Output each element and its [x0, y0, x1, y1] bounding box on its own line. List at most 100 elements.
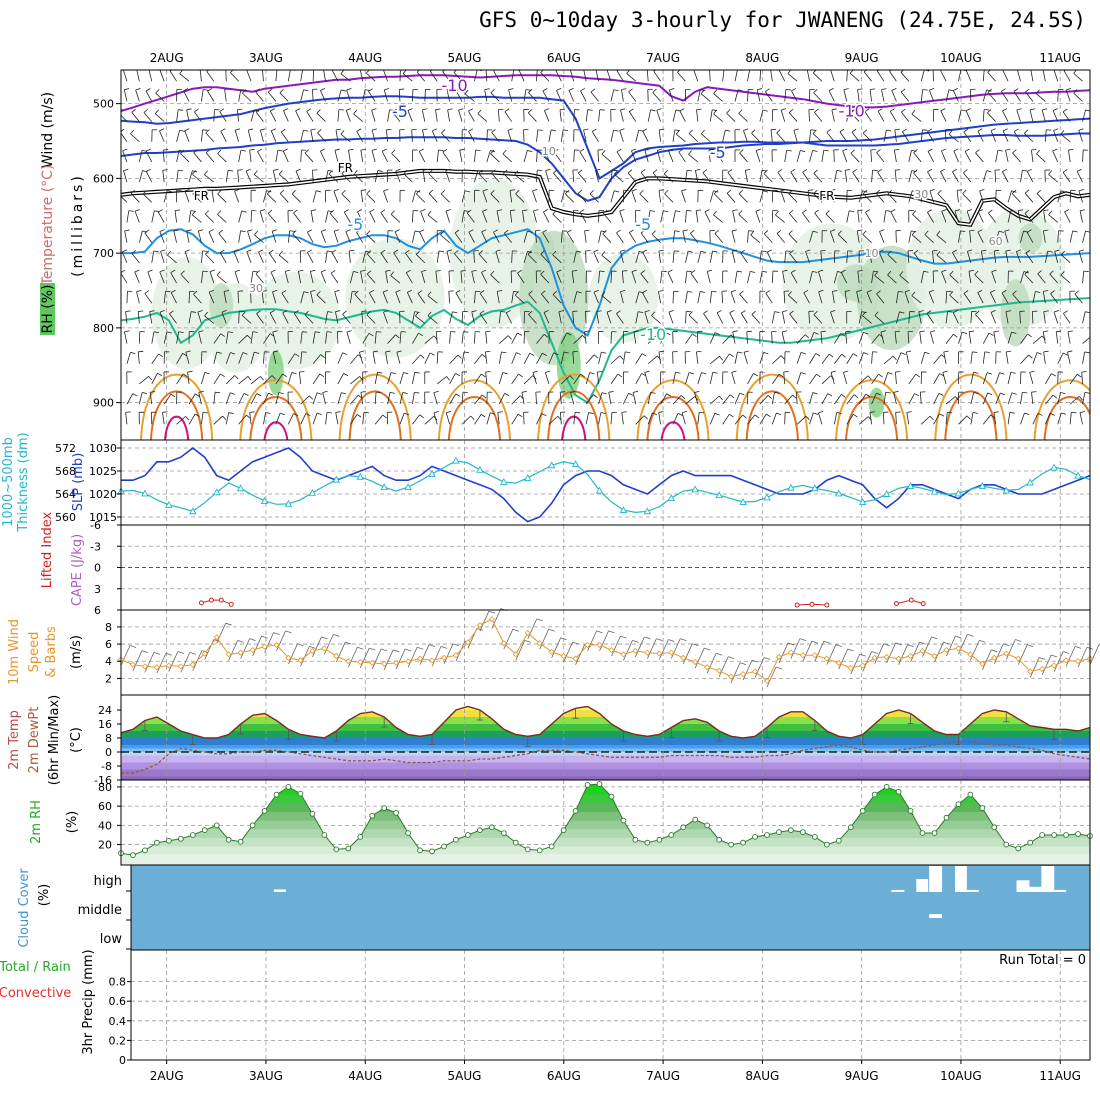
wind-barb — [159, 130, 165, 142]
wind-barb — [667, 272, 674, 284]
wind-barb-flag — [532, 370, 538, 373]
upper-ytick-label: 800 — [93, 322, 114, 335]
wind-barb-flag — [183, 88, 189, 92]
wind-barb-flag — [366, 310, 371, 316]
wind-barb-flag — [359, 350, 365, 353]
cloud-block-high — [954, 866, 967, 892]
wind-barb-flag — [1024, 189, 1030, 194]
wind10m-point — [943, 647, 950, 654]
wind10m-barb-flag — [943, 641, 950, 645]
wind-barb-flag — [973, 392, 979, 395]
wind-barb — [536, 170, 538, 183]
wind-barb-flag — [700, 129, 705, 135]
wind-barb — [234, 271, 240, 284]
wind-barb — [130, 193, 140, 203]
wind-barb-flag — [745, 169, 751, 171]
wind-barb-flag — [165, 290, 171, 293]
thickness-point — [141, 489, 149, 497]
wind-barb — [275, 392, 280, 405]
cape-tick: 6 — [94, 604, 101, 617]
wind-barb — [1002, 130, 1009, 142]
wind-barb — [219, 111, 227, 122]
wind-barb — [149, 392, 153, 405]
wind-barb — [755, 211, 761, 223]
wind-barb — [205, 132, 215, 143]
wind-barb — [929, 331, 935, 344]
wind-barb — [523, 89, 527, 102]
wind-barb — [502, 153, 512, 163]
wind-barb-flag — [246, 334, 252, 340]
wind-barb — [1020, 354, 1029, 365]
wind-barb — [486, 150, 491, 163]
wind-barb-flag — [642, 289, 647, 294]
wind-barb-flag — [278, 170, 283, 175]
wind-barb-flag — [1011, 331, 1017, 334]
rh2m-point — [417, 847, 423, 854]
wind-barb — [821, 375, 831, 385]
wind-barb-flag — [763, 351, 769, 355]
wind-barb — [1019, 311, 1021, 324]
wind-barb — [394, 231, 401, 243]
wind-barb-flag — [453, 70, 458, 73]
wind-barb — [527, 254, 537, 264]
rh2m-point — [584, 782, 591, 788]
wind-barb — [523, 251, 528, 263]
wind-barb-flag — [366, 230, 371, 235]
wind-barb — [982, 351, 986, 364]
wind-barb — [442, 71, 450, 82]
wind-barb-flag — [360, 148, 366, 151]
wind-barb — [484, 89, 488, 102]
wind-barb-flag — [850, 149, 855, 154]
wind-barb-flag — [1022, 391, 1028, 394]
wind-barb-flag — [687, 290, 693, 293]
wind-barb — [350, 394, 359, 405]
wind-barb-flag — [153, 331, 159, 334]
precip-frame — [130, 949, 1091, 1061]
wind-barb — [709, 291, 712, 304]
wind10m-point — [799, 652, 806, 659]
wind-barb — [1035, 93, 1046, 102]
wind-barb — [284, 271, 289, 284]
wind-barb — [722, 129, 726, 142]
wind-barb — [1029, 109, 1034, 122]
wind10m-barb — [778, 642, 789, 664]
wind-barb-flag — [270, 269, 276, 273]
wind-barb — [856, 230, 860, 243]
wind-barb-flag — [649, 210, 655, 212]
wind-barb-flag — [262, 290, 268, 292]
wind-barb — [213, 392, 216, 405]
wind-barb — [495, 251, 500, 263]
wind-barb — [454, 232, 463, 243]
wind-barb-flag — [978, 209, 983, 212]
rh2m-point — [237, 838, 244, 845]
upper-ytick-label: 700 — [93, 247, 114, 260]
wind-barb — [919, 331, 922, 344]
wind-barb — [300, 291, 305, 304]
wind-barb — [390, 214, 401, 223]
wind-barb — [523, 150, 528, 163]
wind-barb — [995, 392, 1001, 405]
isotherm-5 — [121, 228, 1090, 337]
wind-barb — [833, 149, 835, 162]
thickness-point — [308, 488, 317, 496]
wind-barb-flag — [972, 351, 978, 353]
wind-barb-flag — [419, 229, 425, 233]
precip-tick: 0.2 — [109, 1034, 127, 1047]
wind-barb — [583, 129, 587, 142]
wind-barb — [844, 291, 848, 304]
wind10m-barb — [168, 651, 179, 672]
wind-barb — [970, 412, 974, 425]
wind-barb — [825, 213, 835, 223]
rh2m-point — [1015, 845, 1022, 852]
wind-barb — [1082, 149, 1084, 162]
temp-tick: 0 — [105, 746, 112, 759]
wind-barb — [729, 312, 736, 324]
wind-barb-flag — [601, 150, 606, 155]
rh-tick: 60 — [98, 800, 112, 813]
wind-barb-flag — [614, 170, 619, 175]
wind-barb-flag — [365, 89, 371, 91]
wind-barb-flag — [174, 209, 181, 211]
wind-barb-flag — [904, 289, 910, 293]
wind-barb-flag — [345, 229, 351, 232]
wind-barb-flag — [501, 351, 507, 354]
